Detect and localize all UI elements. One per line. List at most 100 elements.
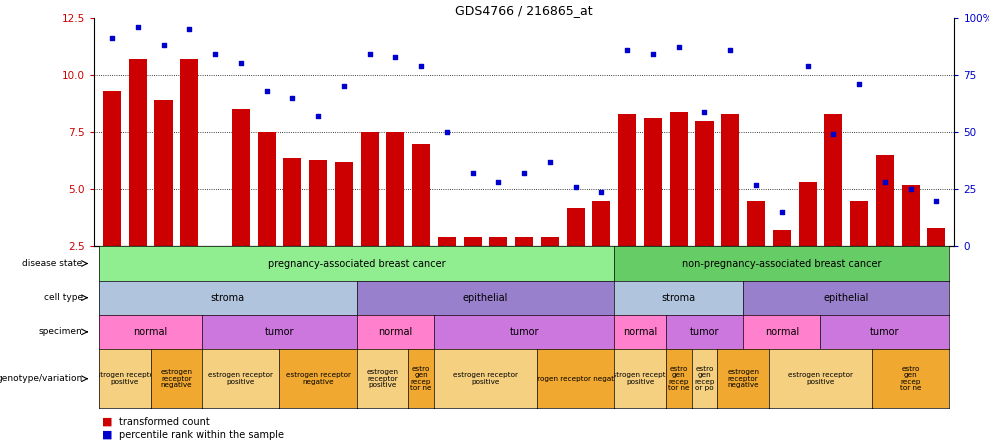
Point xyxy=(413,62,429,69)
Text: estrogen receptor
positive: estrogen receptor positive xyxy=(209,373,273,385)
Point xyxy=(439,129,455,136)
Point xyxy=(104,35,120,42)
Bar xyxy=(876,155,894,246)
Point xyxy=(696,108,712,115)
Point xyxy=(748,181,764,188)
Text: estrogen receptor
positive: estrogen receptor positive xyxy=(607,373,673,385)
Text: estrogen
receptor
negative: estrogen receptor negative xyxy=(727,369,760,388)
Bar xyxy=(180,59,198,246)
Point xyxy=(259,87,275,95)
Text: tumor: tumor xyxy=(265,327,294,337)
Text: percentile rank within the sample: percentile rank within the sample xyxy=(120,430,285,440)
Bar xyxy=(772,230,791,246)
Point xyxy=(645,51,661,58)
Bar xyxy=(231,109,250,246)
Point xyxy=(542,158,558,165)
Text: estrogen receptor negative: estrogen receptor negative xyxy=(526,376,625,382)
Text: tumor: tumor xyxy=(509,327,539,337)
Bar xyxy=(464,237,482,246)
Bar xyxy=(103,91,121,246)
Point xyxy=(232,60,248,67)
Bar xyxy=(335,162,353,246)
Point xyxy=(155,42,171,49)
Text: specimen: specimen xyxy=(39,327,83,337)
Point xyxy=(311,112,326,119)
Text: transformed count: transformed count xyxy=(120,417,211,427)
Bar xyxy=(438,237,456,246)
Text: estrogen
receptor
positive: estrogen receptor positive xyxy=(367,369,399,388)
Bar xyxy=(928,228,945,246)
Point xyxy=(336,83,352,90)
Bar xyxy=(851,201,868,246)
Bar xyxy=(798,182,817,246)
Bar xyxy=(567,207,584,246)
Text: epithelial: epithelial xyxy=(824,293,869,303)
Text: tumor: tumor xyxy=(689,327,719,337)
Point xyxy=(285,94,301,101)
Point xyxy=(671,44,686,51)
Text: normal: normal xyxy=(764,327,799,337)
Text: estrogen receptor
negative: estrogen receptor negative xyxy=(286,373,350,385)
Text: normal: normal xyxy=(134,327,168,337)
Bar xyxy=(257,132,276,246)
Bar xyxy=(154,100,172,246)
Point xyxy=(362,51,378,58)
Bar xyxy=(670,111,687,246)
Text: stroma: stroma xyxy=(662,293,696,303)
Point xyxy=(593,188,609,195)
Text: estrogen
receptor
negative: estrogen receptor negative xyxy=(160,369,193,388)
Text: stroma: stroma xyxy=(211,293,245,303)
Text: estro
gen
recep
tor ne: estro gen recep tor ne xyxy=(668,366,689,392)
Point xyxy=(619,46,635,53)
Point xyxy=(773,209,789,216)
Bar xyxy=(902,185,920,246)
Bar xyxy=(824,114,843,246)
Text: tumor: tumor xyxy=(870,327,900,337)
Point xyxy=(722,46,738,53)
Point xyxy=(465,170,481,177)
Bar xyxy=(515,237,533,246)
Text: estro
gen
recep
or po: estro gen recep or po xyxy=(694,366,715,392)
Bar xyxy=(309,159,327,246)
Point xyxy=(852,80,867,87)
Bar xyxy=(747,201,765,246)
Text: estro
gen
recep
tor ne: estro gen recep tor ne xyxy=(410,366,432,392)
Point xyxy=(903,186,919,193)
Text: ■: ■ xyxy=(102,417,112,427)
Point xyxy=(181,26,197,33)
Text: cell type: cell type xyxy=(44,293,83,302)
Point xyxy=(388,53,404,60)
Point xyxy=(130,24,145,31)
Bar xyxy=(721,114,739,246)
Text: genotype/variation: genotype/variation xyxy=(0,374,83,383)
Bar xyxy=(412,143,430,246)
Point xyxy=(826,131,842,138)
Bar xyxy=(644,119,662,246)
Bar xyxy=(129,59,146,246)
Bar xyxy=(387,132,405,246)
Text: non-pregnancy-associated breast cancer: non-pregnancy-associated breast cancer xyxy=(682,258,881,269)
Point xyxy=(929,197,944,204)
Bar xyxy=(541,237,559,246)
Title: GDS4766 / 216865_at: GDS4766 / 216865_at xyxy=(455,4,593,16)
Bar xyxy=(361,132,379,246)
Point xyxy=(207,51,223,58)
Text: normal: normal xyxy=(623,327,658,337)
Bar xyxy=(695,121,713,246)
Text: estrogen receptor
positive: estrogen receptor positive xyxy=(453,373,518,385)
Point xyxy=(516,170,532,177)
Text: estro
gen
recep
tor ne: estro gen recep tor ne xyxy=(900,366,922,392)
Point xyxy=(877,179,893,186)
Point xyxy=(491,179,506,186)
Text: pregnancy-associated breast cancer: pregnancy-associated breast cancer xyxy=(268,258,445,269)
Bar xyxy=(490,237,507,246)
Text: epithelial: epithelial xyxy=(463,293,508,303)
Text: estrogen receptor
positive: estrogen receptor positive xyxy=(788,373,853,385)
Text: ■: ■ xyxy=(102,430,112,440)
Point xyxy=(568,183,584,190)
Bar xyxy=(592,201,610,246)
Text: normal: normal xyxy=(378,327,412,337)
Bar xyxy=(283,159,302,246)
Point xyxy=(800,62,816,69)
Text: estrogen receptor
positive: estrogen receptor positive xyxy=(92,373,157,385)
